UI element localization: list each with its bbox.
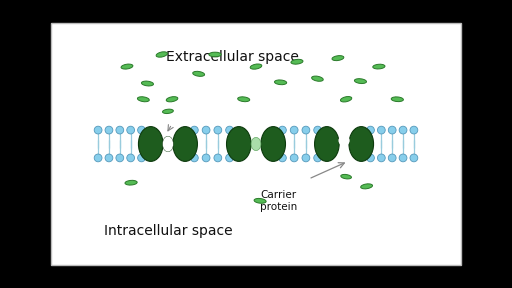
Ellipse shape (302, 154, 310, 162)
Ellipse shape (127, 154, 135, 162)
Text: Extracellular space: Extracellular space (166, 50, 299, 64)
Ellipse shape (341, 146, 347, 154)
Ellipse shape (125, 180, 137, 185)
Ellipse shape (314, 126, 322, 134)
Ellipse shape (94, 154, 102, 162)
Ellipse shape (251, 137, 261, 151)
Ellipse shape (388, 126, 396, 134)
Ellipse shape (238, 97, 250, 102)
Ellipse shape (354, 79, 367, 84)
Ellipse shape (116, 154, 124, 162)
Ellipse shape (410, 154, 418, 162)
Ellipse shape (166, 97, 178, 102)
Ellipse shape (250, 64, 262, 69)
Ellipse shape (94, 126, 102, 134)
Ellipse shape (410, 126, 418, 134)
Ellipse shape (312, 76, 323, 81)
Ellipse shape (141, 81, 154, 86)
Ellipse shape (116, 126, 124, 134)
Ellipse shape (214, 154, 222, 162)
Ellipse shape (138, 126, 145, 134)
Ellipse shape (341, 175, 351, 179)
Ellipse shape (290, 154, 298, 162)
Ellipse shape (388, 154, 396, 162)
Ellipse shape (367, 126, 374, 134)
Ellipse shape (279, 126, 286, 134)
Ellipse shape (138, 127, 163, 161)
Ellipse shape (274, 80, 287, 85)
Ellipse shape (373, 64, 385, 69)
Ellipse shape (377, 126, 385, 134)
Ellipse shape (190, 154, 198, 162)
Ellipse shape (162, 109, 174, 113)
Ellipse shape (349, 127, 374, 161)
Ellipse shape (156, 52, 167, 57)
Ellipse shape (226, 127, 251, 161)
Ellipse shape (261, 127, 286, 161)
Ellipse shape (193, 71, 205, 76)
Ellipse shape (209, 52, 221, 57)
Ellipse shape (290, 126, 298, 134)
Ellipse shape (302, 126, 310, 134)
Ellipse shape (214, 126, 222, 134)
Ellipse shape (254, 198, 266, 203)
Ellipse shape (226, 126, 233, 134)
Ellipse shape (314, 154, 322, 162)
Ellipse shape (190, 126, 198, 134)
Ellipse shape (121, 64, 133, 69)
Ellipse shape (105, 154, 113, 162)
Text: Carrier
protein: Carrier protein (260, 190, 297, 212)
Ellipse shape (314, 127, 339, 161)
Ellipse shape (202, 154, 210, 162)
Ellipse shape (162, 136, 174, 152)
Ellipse shape (138, 154, 145, 162)
Ellipse shape (339, 136, 349, 145)
Ellipse shape (399, 154, 407, 162)
Ellipse shape (360, 184, 373, 189)
Ellipse shape (279, 154, 286, 162)
Text: Intracellular space: Intracellular space (104, 224, 233, 238)
Ellipse shape (391, 97, 403, 102)
Ellipse shape (105, 126, 113, 134)
Ellipse shape (340, 96, 352, 102)
Ellipse shape (367, 154, 374, 162)
Ellipse shape (202, 126, 210, 134)
Ellipse shape (332, 56, 344, 60)
Ellipse shape (291, 59, 303, 64)
Ellipse shape (377, 154, 385, 162)
Ellipse shape (173, 127, 198, 161)
Ellipse shape (226, 154, 233, 162)
Ellipse shape (399, 126, 407, 134)
Ellipse shape (127, 126, 135, 134)
Ellipse shape (137, 97, 150, 102)
